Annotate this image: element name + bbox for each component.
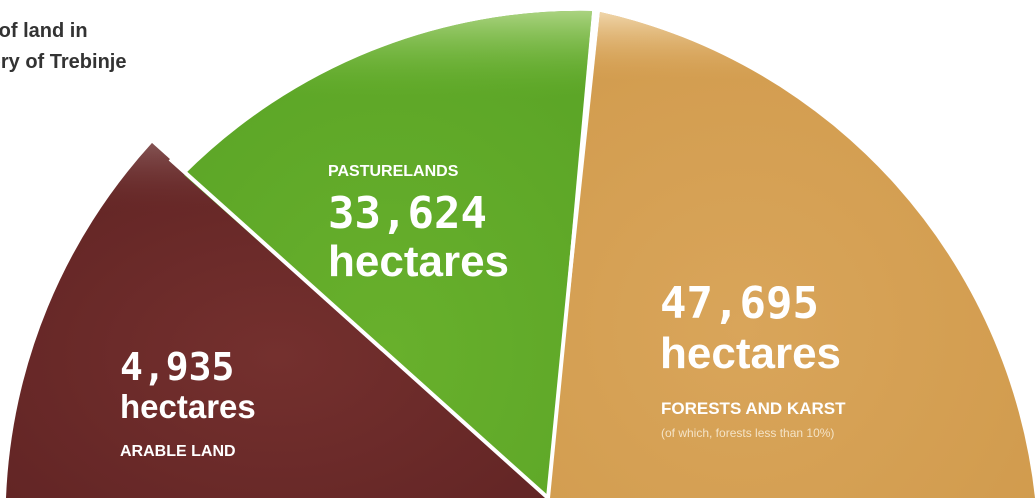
forests-label: FORESTS AND KARST [661,399,846,418]
chart-title: e of land in tory of Trebinje [0,16,126,78]
forests-unit: hectares [660,329,841,378]
chart-title-line-1: e of land in [0,20,88,42]
pasturelands-value: 33,624 [328,188,487,239]
pasturelands-label: PASTURELANDS [328,163,459,180]
slice-forests-and-karst [548,12,1035,498]
arable-land-unit: hectares [120,388,256,425]
forests-value: 47,695 [660,278,819,329]
separator-line-right [546,9,598,498]
arable-land-value: 4,935 [120,345,234,389]
forests-note: (of which, forests less than 10%) [661,426,834,440]
separator-line-left [168,157,550,498]
chart-title-line-2: tory of Trebinje [0,51,127,73]
arable-land-label: ARABLE LAND [120,443,236,460]
slice-arable-land [6,143,548,498]
pasturelands-unit: hectares [328,237,509,286]
slice-pasturelands [184,10,592,498]
